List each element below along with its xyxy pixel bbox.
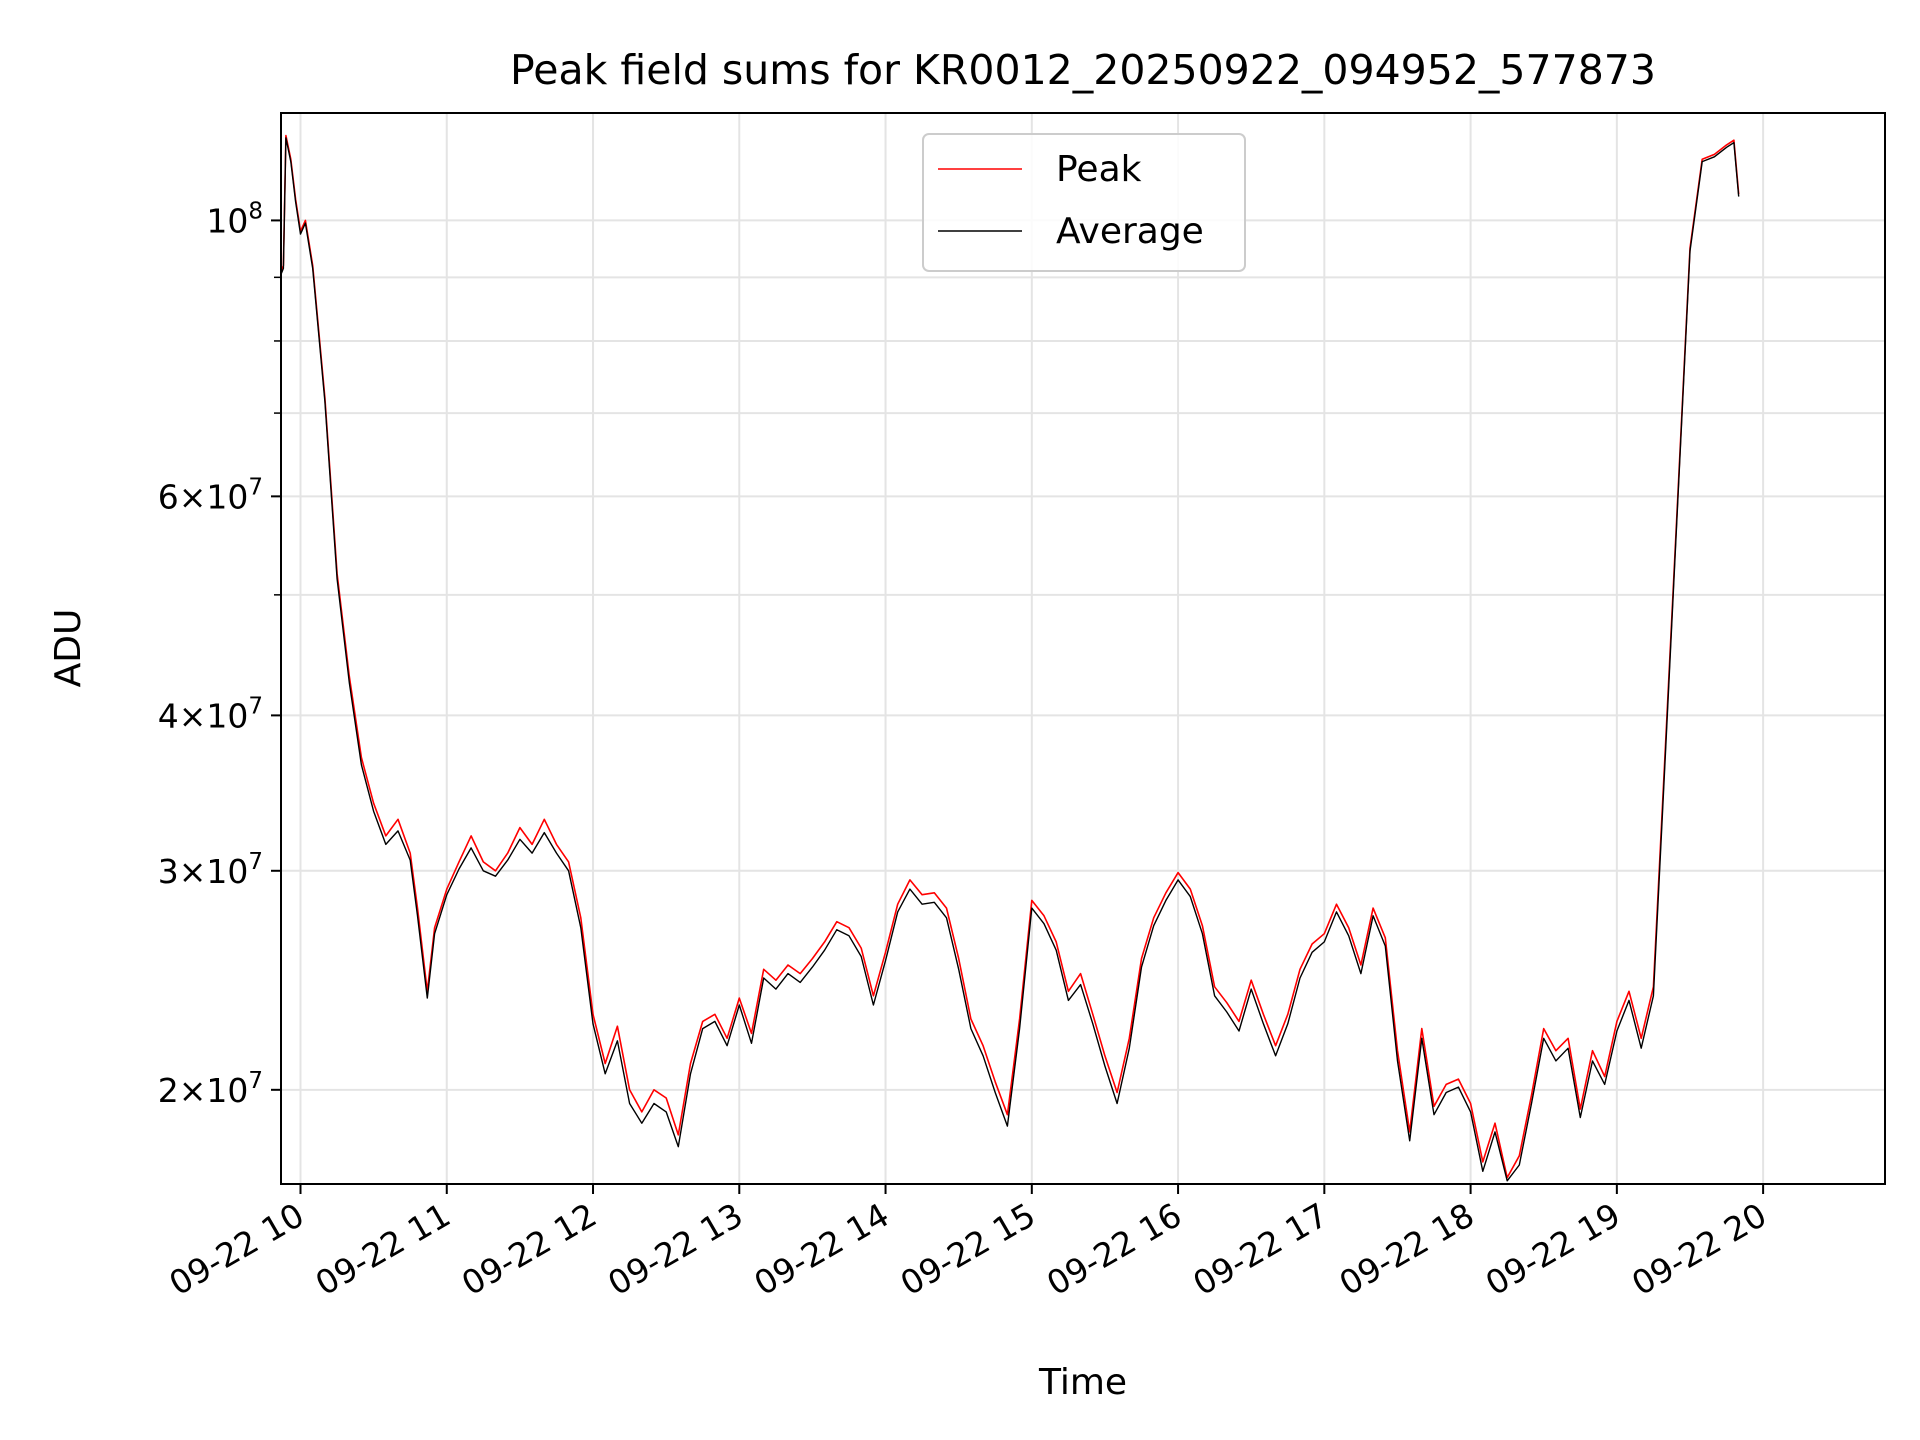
series-line-average bbox=[281, 137, 1740, 1182]
y-tick-label: 4×107 bbox=[158, 693, 263, 735]
y-tick-label: 108 bbox=[206, 198, 263, 240]
y-tick-label: 6×107 bbox=[158, 474, 263, 516]
y-tick-label: 3×107 bbox=[158, 849, 263, 891]
legend: Peak Average bbox=[922, 133, 1246, 272]
axes-frame bbox=[280, 112, 1886, 1185]
series-line-peak bbox=[281, 134, 1740, 1179]
legend-average-label: Average bbox=[1056, 211, 1204, 252]
x-axis-label: Time bbox=[1038, 1362, 1127, 1403]
plot-series bbox=[281, 134, 1740, 1182]
y-tick-label: 2×107 bbox=[158, 1068, 263, 1110]
y-axis-label: ADU bbox=[48, 609, 89, 688]
chart-title: Peak field sums for KR0012_20250922_0949… bbox=[510, 46, 1656, 94]
y-axis-ticks: 2×107 3×107 4×107 6×107 108 bbox=[158, 198, 281, 1110]
grid bbox=[281, 113, 1885, 1184]
legend-peak-label: Peak bbox=[1056, 149, 1142, 190]
